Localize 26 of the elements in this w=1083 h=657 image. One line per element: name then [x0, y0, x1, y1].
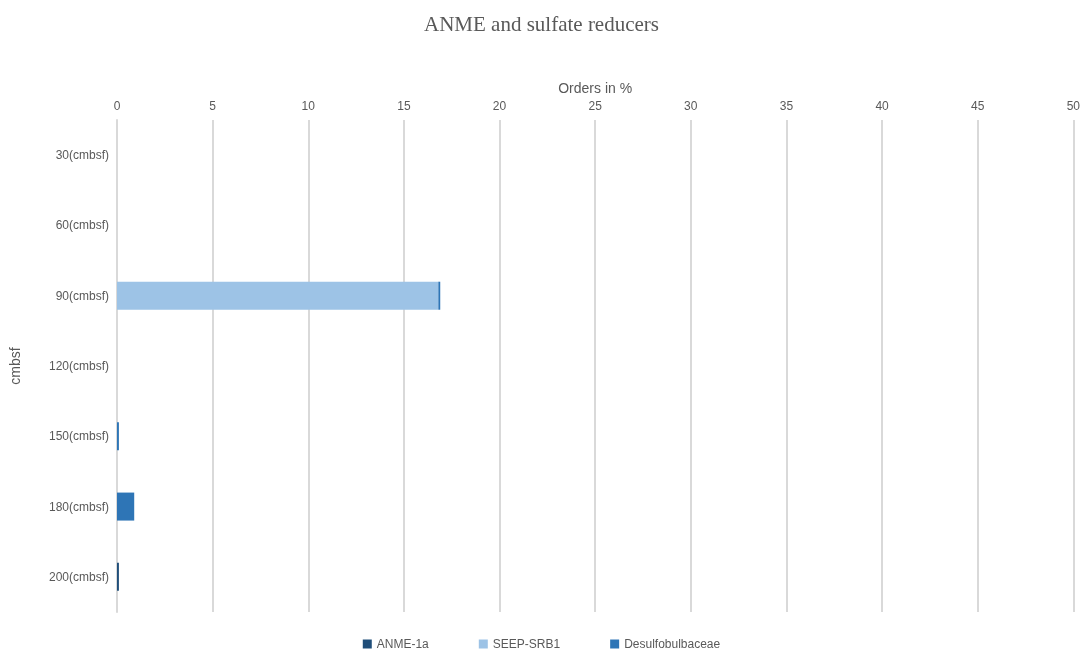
chart-title: ANME and sulfate reducers — [424, 11, 659, 36]
legend-label: ANME-1a — [376, 637, 430, 651]
y-tick-label: 200(cmbsf) — [48, 569, 109, 584]
x-tick-label: 20 — [492, 99, 507, 113]
x-tick-label: 15 — [397, 99, 411, 113]
y-tick-label: 180(cmbsf) — [48, 499, 109, 514]
y-axis-title: cmbsf — [7, 347, 23, 385]
x-tick-label: 45 — [971, 99, 985, 113]
x-tick-label: 5 — [209, 99, 217, 113]
x-tick-label: 0 — [113, 99, 121, 113]
bar — [117, 492, 135, 521]
x-tick-label: 25 — [588, 99, 603, 113]
legend-label: Desulfobulbaceae — [624, 637, 721, 651]
x-tick-label: 40 — [875, 99, 890, 113]
x-tick-label: 30 — [684, 99, 698, 113]
y-tick-label: 150(cmbsf) — [48, 429, 109, 444]
y-tick-label: 30(cmbsf) — [55, 148, 109, 163]
x-tick-label: 10 — [301, 99, 316, 113]
bar — [117, 281, 439, 310]
y-tick-label: 90(cmbsf) — [55, 288, 109, 303]
x-axis-title: Orders in % — [558, 80, 633, 97]
legend-label: SEEP-SRB1 — [492, 637, 561, 651]
y-tick-label: 120(cmbsf) — [48, 359, 109, 373]
x-tick-label: 35 — [779, 99, 794, 113]
y-tick-label: 60(cmbsf) — [55, 218, 109, 233]
x-tick-label: 50 — [1066, 99, 1081, 113]
